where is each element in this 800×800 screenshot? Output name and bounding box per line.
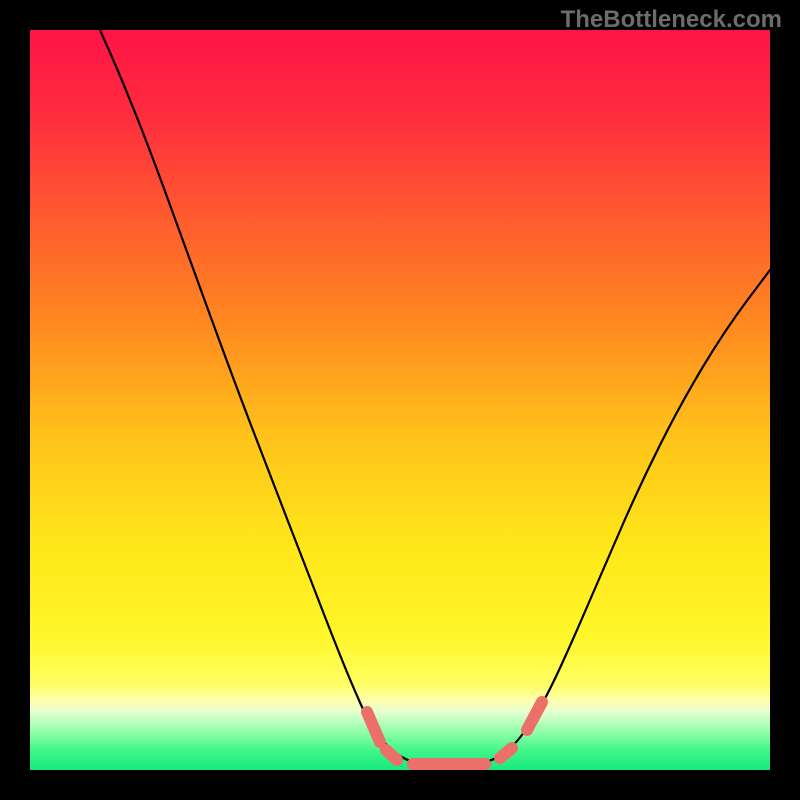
watermark-text: TheBottleneck.com: [561, 6, 782, 34]
flat-marker-segment: [367, 712, 380, 742]
bottleneck-curve: [100, 30, 770, 766]
curve-layer: [30, 30, 770, 770]
flat-marker-segment: [386, 750, 397, 760]
flat-segment-markers: [367, 702, 542, 764]
chart-stage: TheBottleneck.com: [0, 0, 800, 800]
flat-marker-segment: [527, 702, 542, 730]
flat-marker-segment: [500, 748, 512, 758]
